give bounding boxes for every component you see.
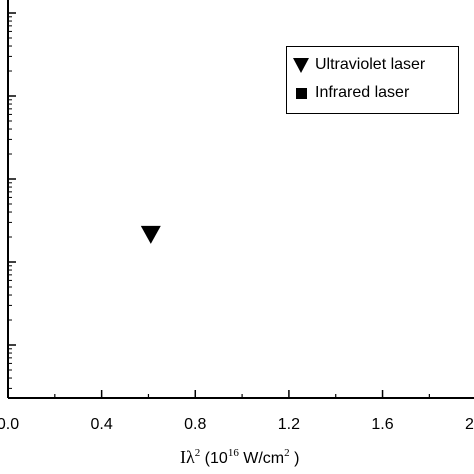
legend-item-ultraviolet: Ultraviolet laser — [287, 53, 425, 77]
legend: Ultraviolet laser Infrared laser — [286, 46, 459, 114]
tick-labels: 0.0 0.4 0.8 1.2 1.6 2.0 — [0, 416, 474, 433]
legend-label-ultraviolet: Ultraviolet laser — [315, 56, 426, 73]
axes — [7, 0, 474, 399]
legend-item-infrared: Infrared laser — [287, 81, 409, 105]
x-tick-label: 2.0 — [465, 416, 474, 433]
ticks — [7, 12, 430, 398]
data-point-ultraviolet — [140, 225, 161, 244]
x-tick-label: 1.6 — [371, 416, 393, 433]
square-icon — [295, 87, 307, 99]
legend-label-infrared: Infrared laser — [315, 84, 410, 101]
x-tick-label: 0.4 — [91, 416, 113, 433]
x-tick-label: 0.8 — [184, 416, 206, 433]
x-axis-label: Iλ2 (1016 W/cm2 ) — [180, 447, 300, 467]
x-tick-label: 1.2 — [278, 416, 300, 433]
data-marks — [140, 225, 161, 244]
x-tick-label: 0.0 — [0, 416, 19, 433]
triangle-down-icon — [293, 57, 309, 73]
